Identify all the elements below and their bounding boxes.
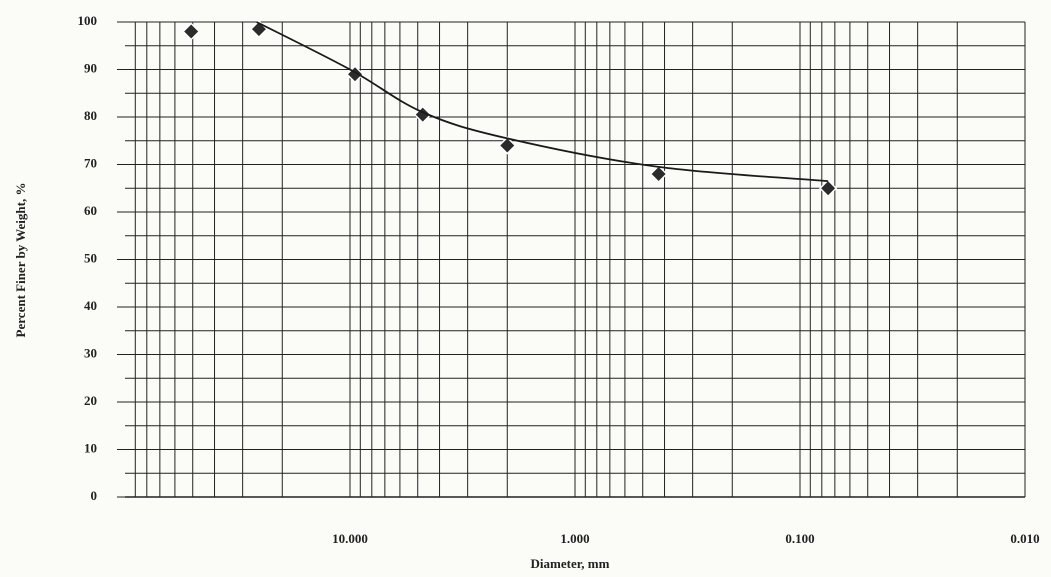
y-axis-label: Percent Finer by Weight, % <box>13 183 28 338</box>
y-tick-label: 60 <box>84 203 97 218</box>
x-tick-label: 1.000 <box>560 531 589 546</box>
y-tick-label: 80 <box>84 108 97 123</box>
x-tick-label: 10.000 <box>332 531 368 546</box>
chart: Diameter, mm Percent Finer by Weight, % … <box>0 0 1051 577</box>
y-tick-label: 70 <box>84 155 97 170</box>
y-tick-label: 0 <box>91 488 98 503</box>
x-axis-label: Diameter, mm <box>531 556 610 571</box>
y-tick-label: 30 <box>84 345 97 360</box>
x-tick-label: 0.010 <box>1010 531 1039 546</box>
y-tick-label: 100 <box>78 13 98 28</box>
x-tick-label: 0.100 <box>785 531 814 546</box>
y-tick-label: 20 <box>84 393 97 408</box>
y-tick-label: 50 <box>84 250 97 265</box>
y-tick-label: 40 <box>84 298 97 313</box>
background <box>0 0 1051 577</box>
y-tick-label: 90 <box>84 60 97 75</box>
y-tick-label: 10 <box>84 440 97 455</box>
